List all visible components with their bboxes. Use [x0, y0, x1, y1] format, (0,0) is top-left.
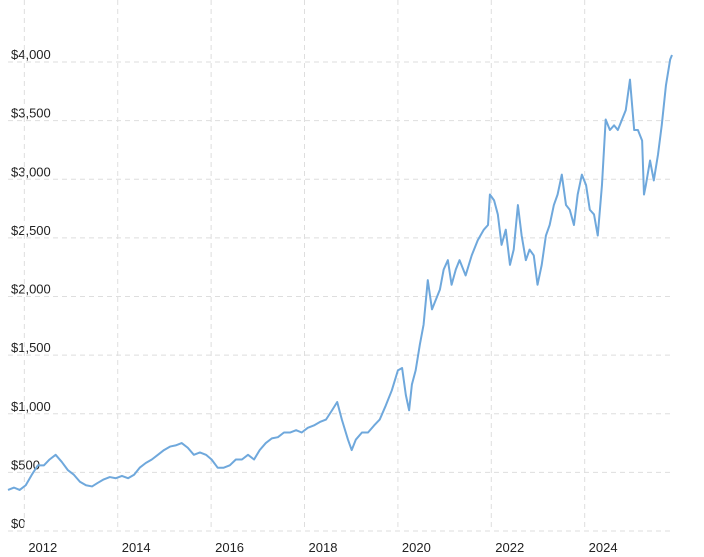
- y-tick-label: $4,000: [11, 47, 51, 62]
- x-tick-label: 2014: [122, 540, 151, 555]
- y-tick-label: $0: [11, 516, 25, 531]
- x-tick-label: 2022: [495, 540, 524, 555]
- x-tick-label: 2024: [589, 540, 618, 555]
- x-tick-label: 2020: [402, 540, 431, 555]
- x-tick-label: 2018: [309, 540, 338, 555]
- y-tick-label: $500: [11, 457, 40, 472]
- y-tick-label: $2,500: [11, 223, 51, 238]
- price-line: [7, 54, 673, 491]
- x-tick-label: 2016: [215, 540, 244, 555]
- y-tick-label: $1,500: [11, 340, 51, 355]
- x-tick-label: 2012: [28, 540, 57, 555]
- y-tick-label: $2,000: [11, 282, 51, 297]
- y-tick-label: $1,000: [11, 399, 51, 414]
- y-tick-label: $3,500: [11, 106, 51, 121]
- y-tick-label: $3,000: [11, 164, 51, 179]
